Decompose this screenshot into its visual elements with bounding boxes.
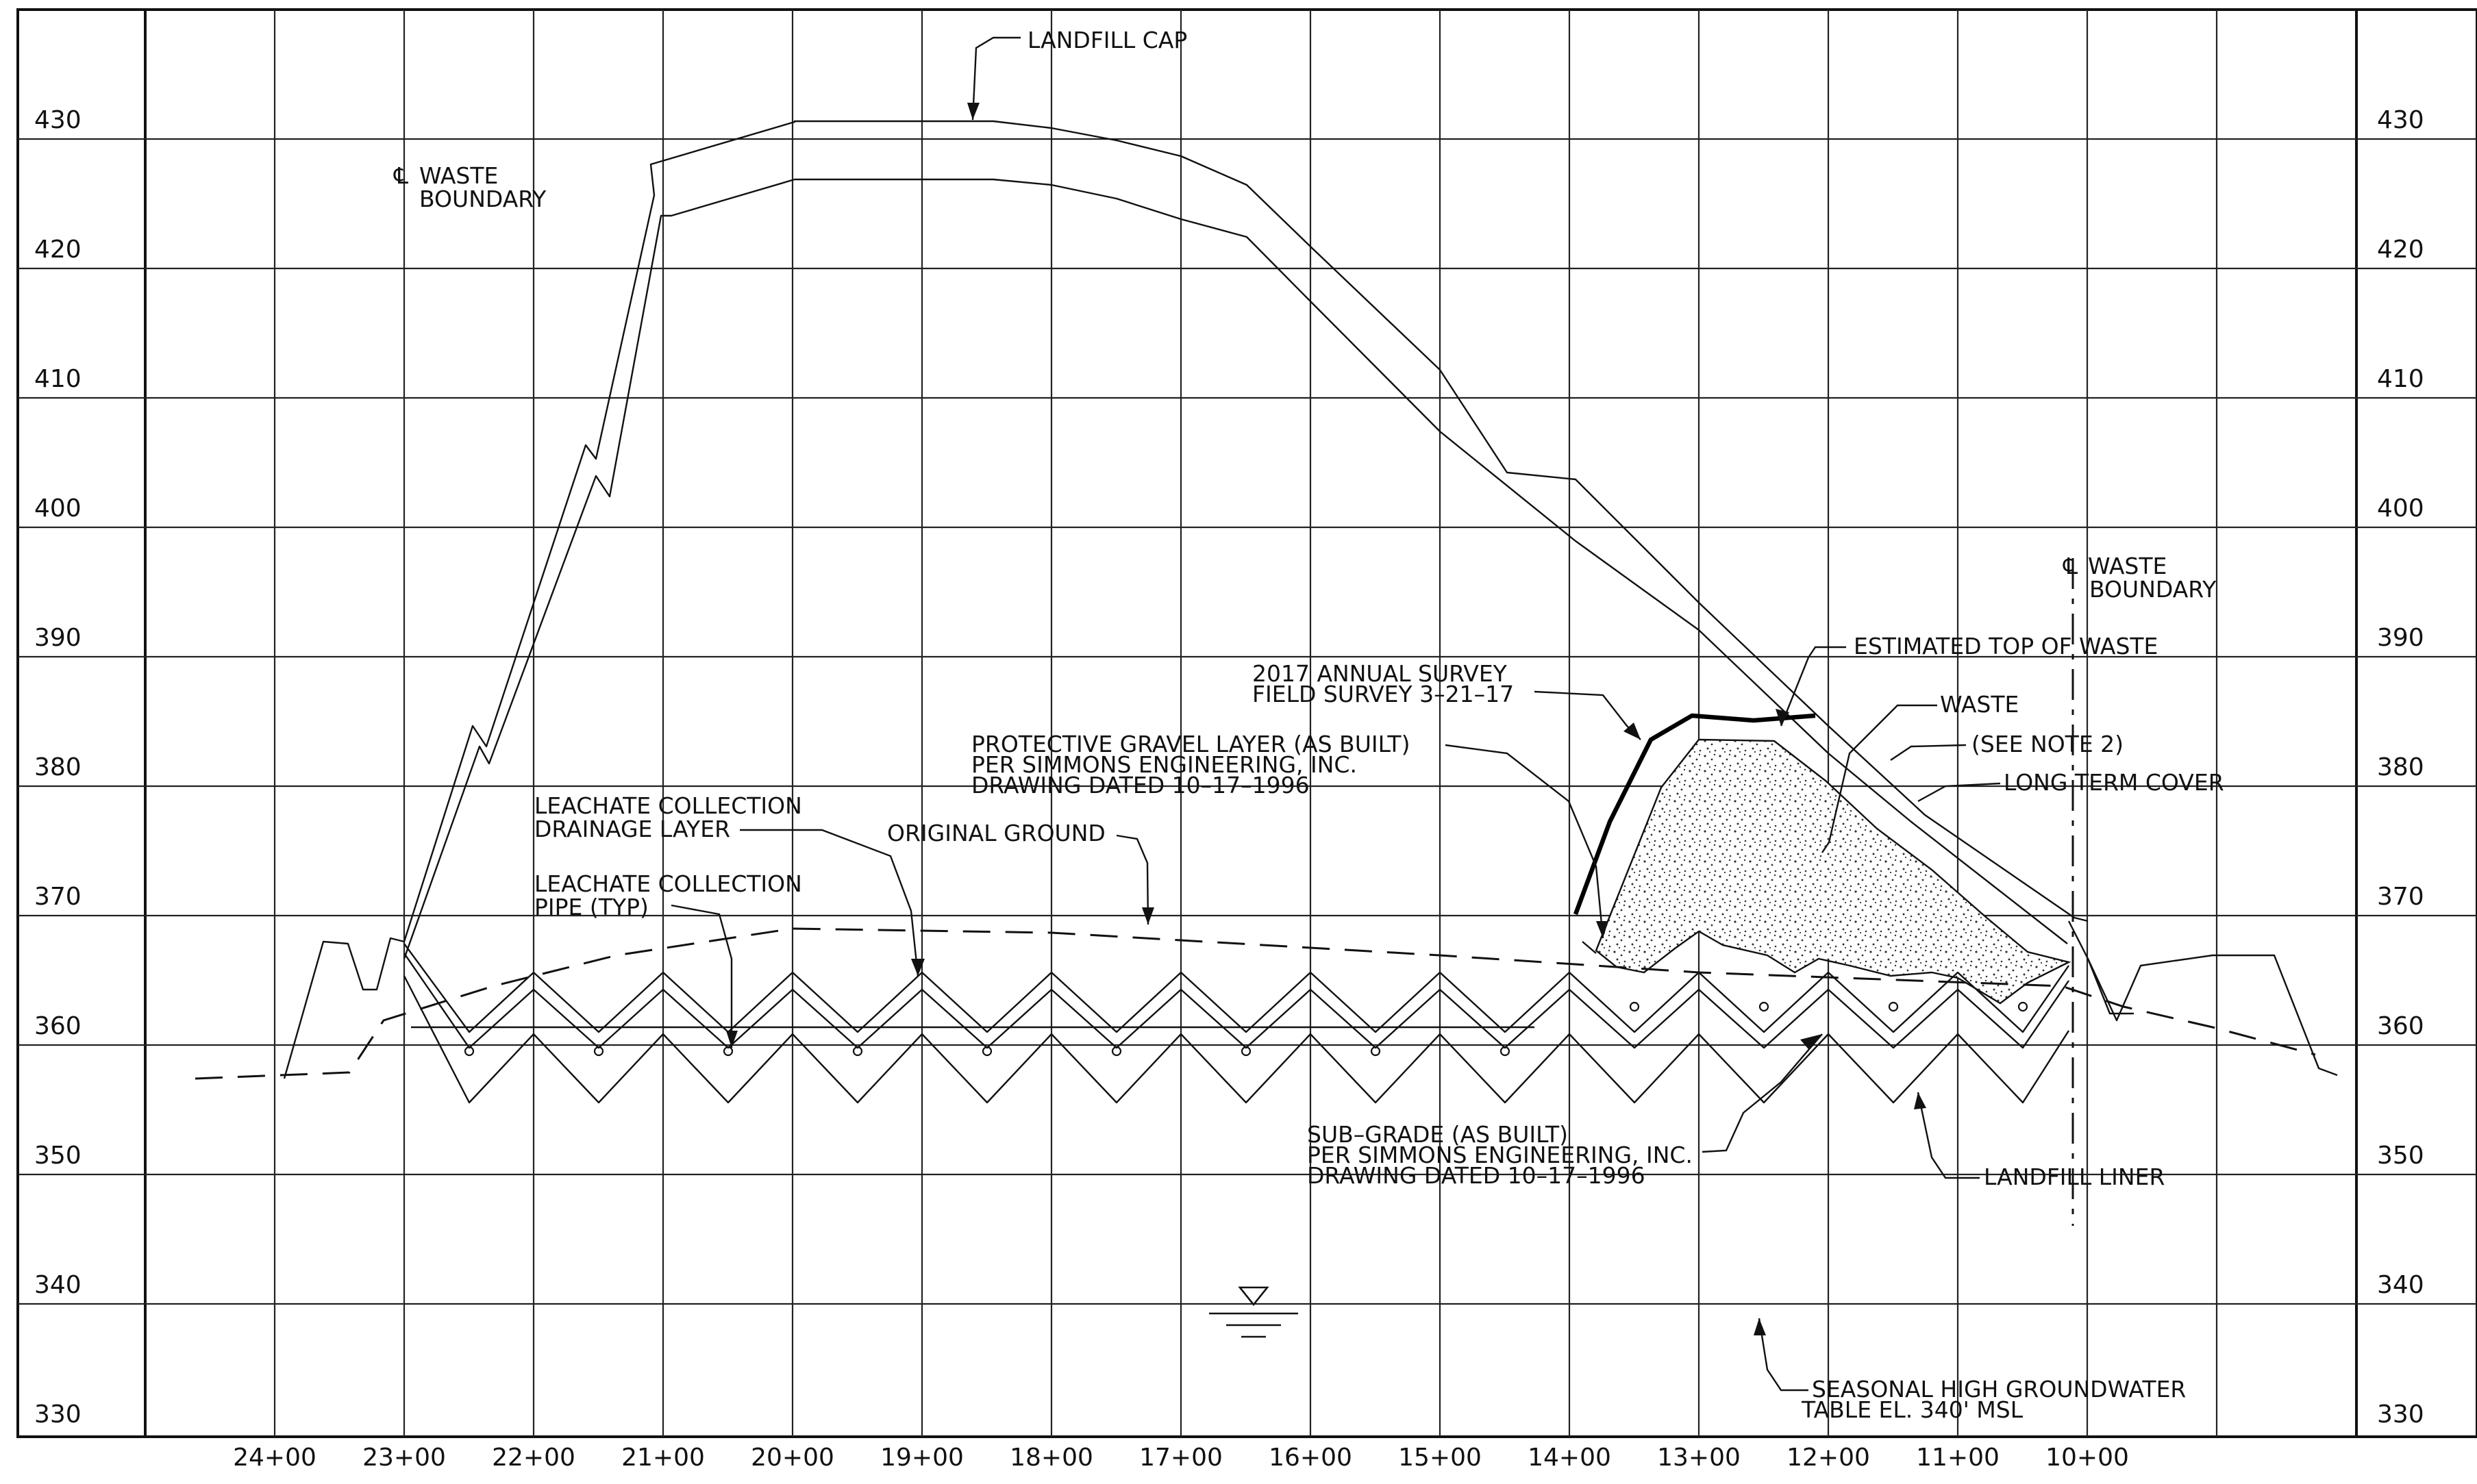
original-ground xyxy=(195,927,2316,1080)
landfill-liner-label: LANDFILL LINER xyxy=(1984,1164,2165,1190)
landfill-cap xyxy=(403,120,2089,959)
subgrade-label: SUB–GRADE (AS BUILT) xyxy=(1307,1121,1568,1148)
station-label: 16+00 xyxy=(1269,1444,1352,1472)
long-term-cover-label: LONG TERM COVER xyxy=(2004,769,2224,796)
gravel-layer-label: PER SIMMONS ENGINEERING, INC. xyxy=(971,751,1357,778)
elev-label: 360 xyxy=(34,1012,82,1040)
waste-boundary-label: WASTE xyxy=(2088,553,2167,579)
elev-label: 390 xyxy=(34,624,82,652)
cl-symbol: ℄ xyxy=(2063,553,2078,579)
cl-symbol: ℄ xyxy=(393,162,408,189)
elev-label: 370 xyxy=(34,883,82,911)
landfill-cap-label: LANDFILL CAP xyxy=(1028,27,1187,53)
waste-fill xyxy=(1595,738,2071,1005)
elev-label: 400 xyxy=(2377,494,2424,523)
elev-label: 330 xyxy=(2377,1400,2424,1429)
waste-boundary-label: WASTE xyxy=(419,162,498,189)
drawing-frame xyxy=(16,8,2477,1438)
survey-2017-line xyxy=(1573,713,1816,916)
survey-label: FIELD SURVEY 3–21–17 xyxy=(1252,681,1514,707)
waste-boundary-label: BOUNDARY xyxy=(2089,576,2217,603)
leachate-pipes xyxy=(464,1001,2028,1057)
station-label: 21+00 xyxy=(621,1444,705,1472)
station-label: 17+00 xyxy=(1139,1444,1223,1472)
groundwater-symbol xyxy=(1209,1286,1298,1338)
original-ground-label: ORIGINAL GROUND xyxy=(887,820,1106,846)
station-label: 20+00 xyxy=(751,1444,834,1472)
elevation-labels-left: 430 420 410 400 390 380 370 360 350 340 … xyxy=(34,106,82,1429)
groundwater-label: SEASONAL HIGH GROUNDWATER xyxy=(1812,1376,2186,1403)
station-label: 24+00 xyxy=(233,1444,316,1472)
elev-label: 340 xyxy=(2377,1271,2424,1299)
elev-label: 350 xyxy=(2377,1142,2424,1170)
leaders xyxy=(671,36,2001,1392)
elev-label: 420 xyxy=(2377,236,2424,264)
elev-label: 370 xyxy=(2377,883,2424,911)
elev-label: 400 xyxy=(34,494,82,523)
waste-boundary-label: BOUNDARY xyxy=(419,186,547,212)
station-label: 11+00 xyxy=(1916,1444,2000,1472)
station-label: 15+00 xyxy=(1398,1444,1482,1472)
elev-label: 340 xyxy=(34,1271,82,1299)
waste-label: WASTE xyxy=(1940,691,2019,718)
arrowheads xyxy=(726,103,1926,1335)
elev-label: 330 xyxy=(34,1400,82,1429)
elev-label: 380 xyxy=(2377,753,2424,781)
drainage-layer-label: DRAINAGE LAYER xyxy=(534,816,730,842)
estimated-top-label: ESTIMATED TOP OF WASTE xyxy=(1854,633,2158,659)
station-label: 22+00 xyxy=(492,1444,575,1472)
elev-label: 430 xyxy=(2377,106,2424,134)
survey-label: 2017 ANNUAL SURVEY xyxy=(1252,660,1508,687)
elevation-labels-right: 430 420 410 400 390 380 370 360 350 340 … xyxy=(2377,106,2424,1429)
subgrade-label: DRAWING DATED 10–17–1996 xyxy=(1307,1162,1645,1189)
see-note-label: (SEE NOTE 2) xyxy=(1971,731,2124,757)
station-label: 12+00 xyxy=(1787,1444,1870,1472)
elev-label: 380 xyxy=(34,753,82,781)
groundwater-label: TABLE EL. 340' MSL xyxy=(1801,1396,2024,1423)
station-label: 18+00 xyxy=(1010,1444,1093,1472)
leachate-liner-system xyxy=(403,941,2070,1104)
station-labels: 24+00 23+00 22+00 21+00 20+00 19+00 18+0… xyxy=(233,1444,2129,1472)
gravel-layer-label: DRAWING DATED 10–17–1996 xyxy=(971,772,1310,798)
elev-label: 390 xyxy=(2377,624,2424,652)
right-berm-slope xyxy=(2067,920,2134,1015)
elevation-grid xyxy=(18,138,2477,1305)
elev-label: 410 xyxy=(34,365,82,393)
subgrade-label: PER SIMMONS ENGINEERING, INC. xyxy=(1307,1142,1693,1168)
station-label: 23+00 xyxy=(362,1444,446,1472)
annotations: LANDFILL CAP ℄ WASTE BOUNDARY ℄ WASTE BO… xyxy=(393,27,2224,1423)
pipe-label: PIPE (TYP) xyxy=(534,894,649,920)
station-grid xyxy=(273,10,2218,1437)
station-label: 13+00 xyxy=(1657,1444,1741,1472)
left-berm xyxy=(283,937,405,1079)
pipe-label: LEACHATE COLLECTION xyxy=(534,870,802,897)
elev-label: 360 xyxy=(2377,1012,2424,1040)
right-berm xyxy=(2087,954,2338,1077)
elev-label: 420 xyxy=(34,236,82,264)
elev-label: 410 xyxy=(2377,365,2424,393)
station-label: 10+00 xyxy=(2045,1444,2129,1472)
gravel-layer-label: PROTECTIVE GRAVEL LAYER (AS BUILT) xyxy=(971,731,1410,757)
station-label: 14+00 xyxy=(1528,1444,1611,1472)
drainage-layer-label: LEACHATE COLLECTION xyxy=(534,792,802,819)
station-label: 19+00 xyxy=(880,1444,964,1472)
elev-label: 350 xyxy=(34,1142,82,1170)
elev-label: 430 xyxy=(34,106,82,134)
